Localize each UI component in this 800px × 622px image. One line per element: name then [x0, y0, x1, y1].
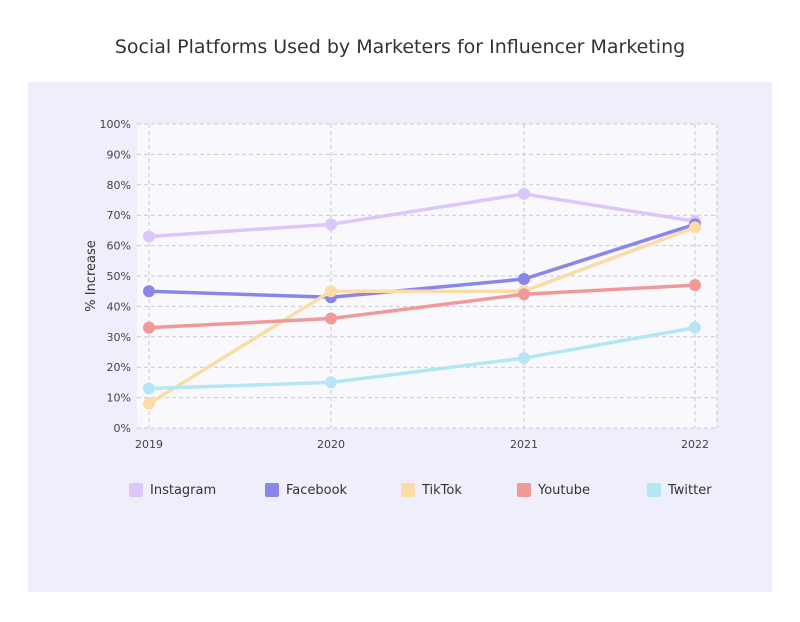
data-point-youtube	[518, 288, 530, 301]
series-line-facebook	[147, 222, 697, 300]
legend-swatch	[265, 483, 279, 497]
x-tick-label: 2020	[317, 438, 345, 451]
series-line-twitter	[147, 325, 697, 391]
series-line-youtube	[147, 283, 697, 330]
y-tick-label: 20%	[107, 361, 131, 374]
legend-label: TikTok	[422, 482, 462, 498]
legend-swatch	[647, 483, 661, 497]
chart-title: Social Platforms Used by Marketers for I…	[114, 36, 686, 58]
y-tick-label: 70%	[107, 209, 131, 222]
data-point-twitter	[325, 376, 337, 389]
y-tick-label: 60%	[107, 240, 131, 253]
legend-item-facebook[interactable]: Facebook	[265, 480, 347, 500]
data-point-tiktok	[143, 397, 155, 410]
data-point-twitter	[143, 382, 155, 395]
y-tick-label: 40%	[107, 300, 131, 313]
legend-label: Instagram	[150, 482, 217, 498]
legend-item-twitter[interactable]: Twitter	[647, 480, 712, 500]
legend-label: Facebook	[286, 482, 348, 498]
y-tick-label: 100%	[100, 118, 131, 131]
data-point-facebook	[143, 285, 155, 298]
series-line-instagram	[147, 192, 697, 239]
data-point-tiktok	[325, 285, 337, 298]
data-point-twitter	[689, 321, 701, 334]
data-point-instagram	[143, 230, 155, 243]
x-tick-label: 2022	[681, 438, 709, 451]
data-point-tiktok	[689, 221, 701, 234]
data-point-facebook	[518, 273, 530, 286]
data-point-youtube	[325, 312, 337, 325]
y-tick-label: 80%	[107, 179, 131, 192]
legend-label: Twitter	[668, 482, 712, 498]
legend-swatch	[129, 483, 143, 497]
y-tick-label: 30%	[107, 331, 131, 344]
legend-label: Youtube	[538, 482, 590, 498]
y-axis-title: % Increase	[84, 240, 99, 312]
x-tick-label: 2019	[135, 438, 163, 451]
data-point-instagram	[518, 187, 530, 200]
series-line-tiktok	[147, 225, 697, 406]
chart-legend: Instagram Facebook TikTok Youtube Twitter	[0, 480, 800, 500]
y-tick-label: 10%	[107, 392, 131, 405]
data-point-youtube	[689, 279, 701, 292]
data-point-youtube	[143, 321, 155, 334]
legend-swatch	[401, 483, 415, 497]
x-tick-label: 2021	[510, 438, 538, 451]
legend-item-youtube[interactable]: Youtube	[517, 480, 590, 500]
legend-item-instagram[interactable]: Instagram	[129, 480, 216, 500]
y-tick-label: 0%	[114, 422, 131, 435]
legend-swatch	[517, 483, 531, 497]
data-point-instagram	[325, 218, 337, 231]
legend-item-tiktok[interactable]: TikTok	[401, 480, 462, 500]
y-tick-label: 90%	[107, 148, 131, 161]
data-point-twitter	[518, 352, 530, 365]
y-tick-label: 50%	[107, 270, 131, 283]
